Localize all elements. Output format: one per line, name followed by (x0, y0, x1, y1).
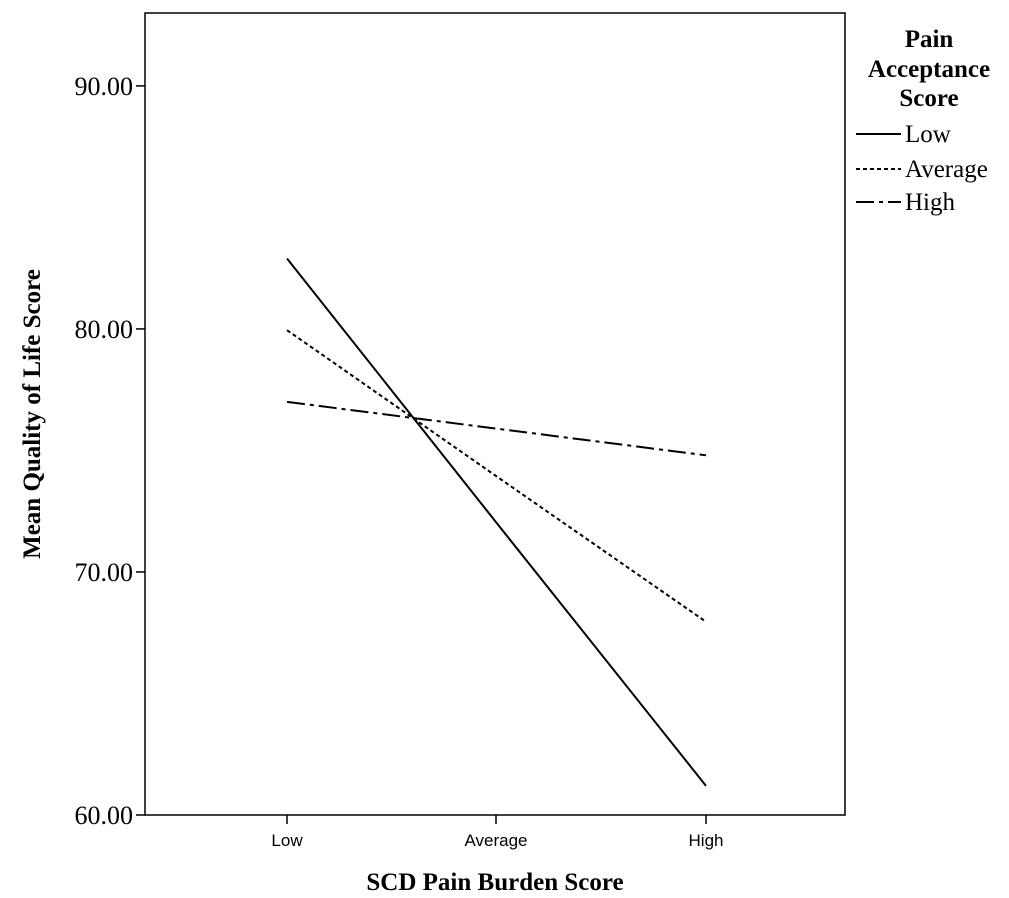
series-line-high (286, 400, 707, 457)
y-tick-label: 60.00 (75, 801, 134, 830)
y-axis: 60.00 70.00 80.00 90.00 (75, 72, 145, 830)
x-tick-label: Low (271, 831, 303, 850)
legend: Pain Acceptance Score Low Average High (856, 26, 990, 216)
legend-title-line-3: Score (899, 85, 958, 112)
y-axis-title: Mean Quality of Life Score (19, 269, 46, 559)
legend-entries: Low Average High (856, 121, 988, 216)
legend-label-low: Low (905, 121, 951, 148)
series-line-average (286, 329, 707, 623)
series-line-low (286, 257, 707, 787)
series-lines (286, 257, 707, 787)
legend-title-line-2: Acceptance (868, 56, 990, 83)
y-tick-label: 80.00 (75, 315, 134, 344)
legend-label-high: High (905, 189, 956, 216)
x-axis-title: SCD Pain Burden Score (366, 869, 623, 896)
x-tick-label: Average (464, 831, 527, 850)
plot-frame (144, 12, 846, 816)
x-axis: Low Average High (271, 815, 723, 850)
legend-label-average: Average (905, 156, 988, 183)
y-tick-label: 70.00 (75, 558, 134, 587)
x-tick-label: High (689, 831, 724, 850)
y-tick-label: 90.00 (75, 72, 134, 101)
legend-title-line-1: Pain (905, 26, 954, 53)
